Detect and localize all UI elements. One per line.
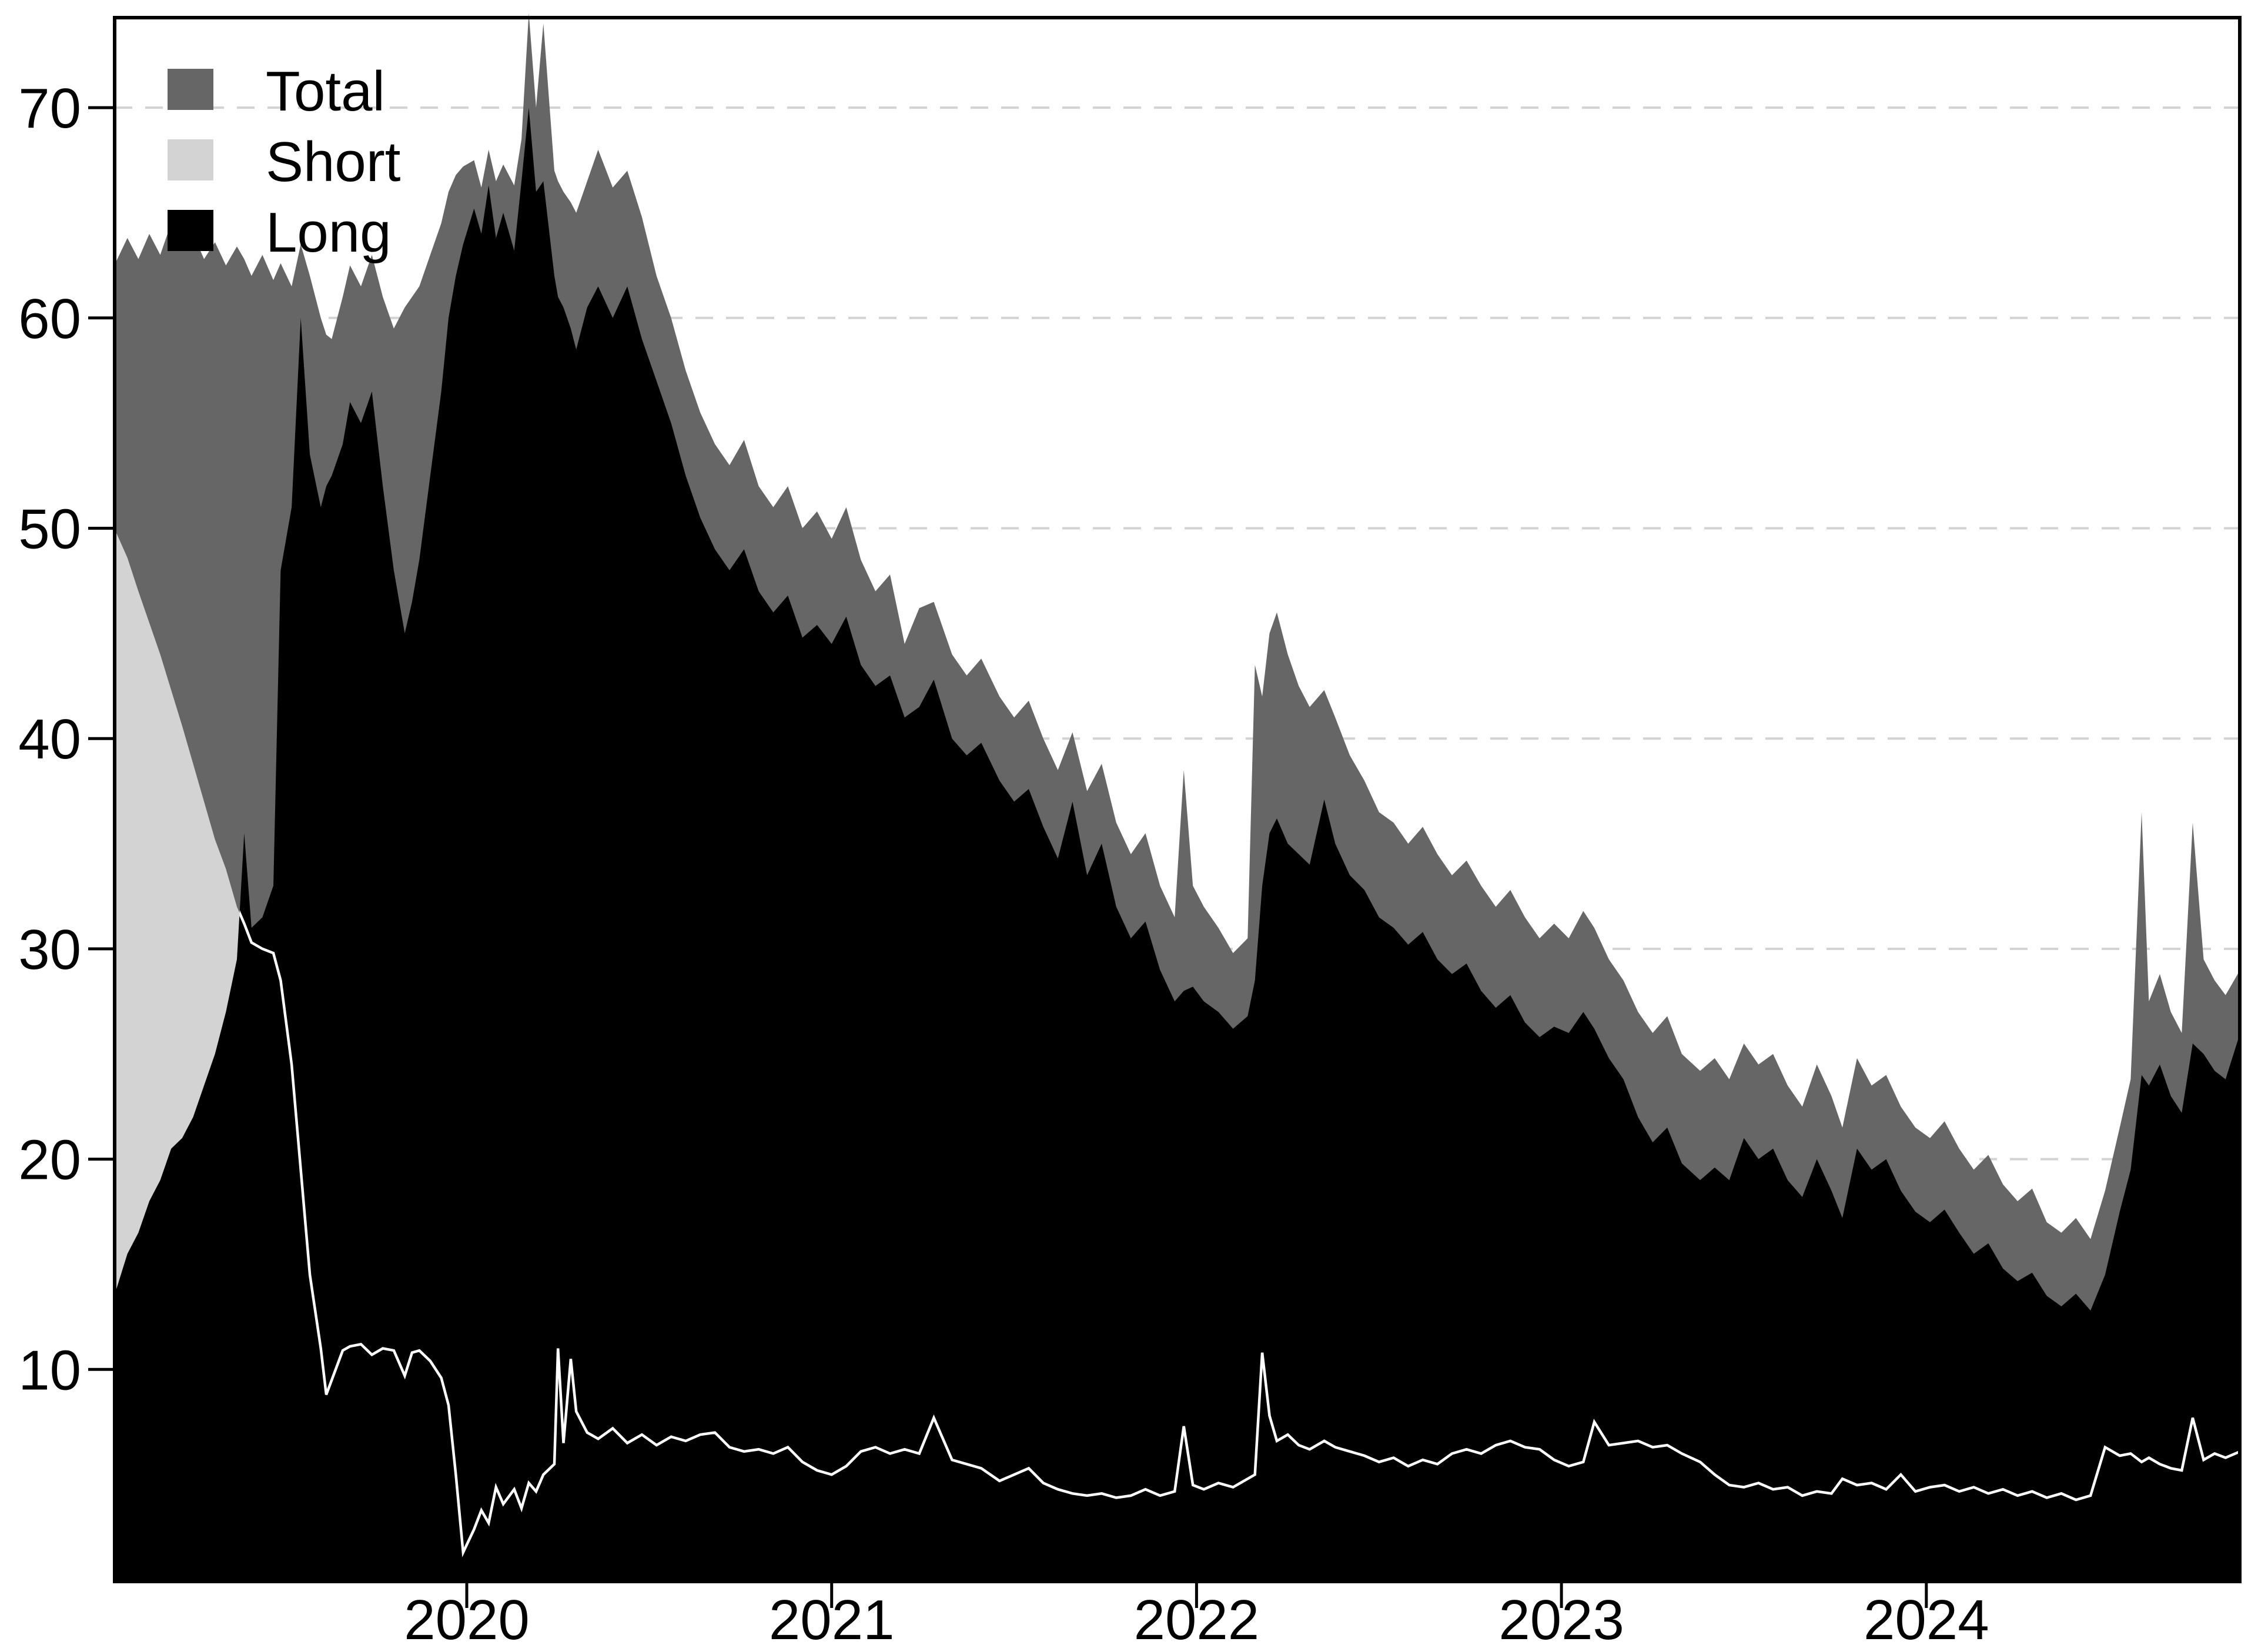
- y-tick-label: 60: [18, 287, 81, 350]
- legend-label-total: Total: [266, 60, 385, 123]
- y-tick-label: 70: [18, 77, 81, 140]
- y-tick-label: 50: [18, 498, 81, 561]
- legend: Total Short Long: [168, 60, 400, 264]
- legend-swatch-long: [168, 210, 213, 251]
- x-tick-label: 2020: [404, 1589, 530, 1645]
- legend-swatch-total: [168, 69, 213, 110]
- x-axis: 2020 2021 2022 2023 2024: [404, 1582, 1989, 1645]
- y-tick-label: 40: [18, 708, 81, 771]
- y-tick-label: 30: [18, 918, 81, 981]
- short-overlay-line: [115, 527, 2240, 1557]
- x-tick-label: 2021: [769, 1589, 895, 1645]
- legend-label-long: Long: [266, 201, 392, 264]
- x-tick-label: 2023: [1498, 1589, 1624, 1645]
- y-tick-label: 10: [18, 1339, 81, 1402]
- plot-border: [113, 16, 2242, 1583]
- area-long: [115, 108, 2240, 1582]
- y-tick-label: 20: [18, 1129, 81, 1192]
- x-tick-label: 2022: [1134, 1589, 1260, 1645]
- legend-label-short: Short: [266, 131, 400, 193]
- y-axis: 10 20 30 40 50 60 70: [18, 77, 115, 1402]
- x-tick-label: 2024: [1864, 1589, 1989, 1645]
- legend-swatch-short: [168, 139, 213, 180]
